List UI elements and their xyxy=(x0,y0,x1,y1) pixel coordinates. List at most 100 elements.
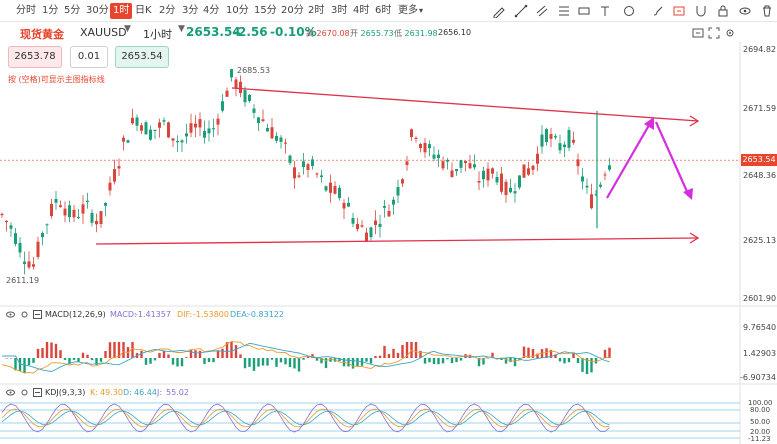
candle-body xyxy=(522,164,526,178)
forecast-arrowhead xyxy=(683,188,693,200)
timeframe-9[interactable]: 10分 xyxy=(226,5,249,16)
delete-icon[interactable] xyxy=(760,4,774,18)
candle-body xyxy=(545,129,548,142)
candle-body xyxy=(27,261,31,268)
pencil-icon[interactable] xyxy=(492,4,506,18)
shape-icon[interactable] xyxy=(622,4,636,18)
chevron-down-icon[interactable]: ▼ xyxy=(124,24,131,34)
candle-body xyxy=(437,154,440,159)
chevron-down-icon[interactable]: ▼ xyxy=(178,24,185,34)
candle-body xyxy=(329,182,332,193)
brush-icon[interactable] xyxy=(651,4,665,18)
d-label: D: xyxy=(123,388,132,397)
close-icon[interactable] xyxy=(33,388,42,397)
sell-price-box[interactable]: 2653.78 xyxy=(8,46,62,68)
buy-price-box[interactable]: 2653.54 xyxy=(115,46,169,68)
candle-body xyxy=(369,227,373,238)
candle-body xyxy=(162,120,166,122)
low-price: 低 2631.98 xyxy=(394,28,438,39)
candle-body xyxy=(495,177,499,183)
macd-label: MACD: xyxy=(110,310,137,319)
symbol-code[interactable]: XAUUSD xyxy=(80,26,127,39)
text-tool-icon[interactable] xyxy=(598,4,612,18)
macd-histogram-bar xyxy=(171,358,175,365)
fibonacci-icon[interactable] xyxy=(557,4,571,18)
dif-label: DIF: xyxy=(177,310,193,319)
timeframe-5[interactable]: 日K xyxy=(135,5,152,16)
candle-body xyxy=(473,164,476,168)
candle-body xyxy=(72,209,76,218)
low-value: 2631.98 xyxy=(404,29,438,38)
timeframe-3[interactable]: 30分 xyxy=(86,5,109,16)
settings-icon[interactable] xyxy=(20,310,29,319)
eye-icon[interactable] xyxy=(6,310,15,319)
magnet-icon[interactable] xyxy=(694,4,708,18)
candle-body xyxy=(77,217,80,219)
eye-icon[interactable] xyxy=(738,4,752,18)
candle-body xyxy=(288,155,292,163)
channel-icon[interactable] xyxy=(535,4,549,18)
macd-histogram-bar xyxy=(374,356,377,358)
macd-histogram-bar xyxy=(144,358,148,365)
timeframe-15[interactable]: 6时 xyxy=(375,5,392,16)
timeframe-0[interactable]: 分时 xyxy=(16,5,36,16)
k-value: 49.30 xyxy=(100,388,123,397)
candle-body xyxy=(5,220,8,223)
timeframe-4[interactable]: 1时 xyxy=(110,3,133,19)
timeframe-2[interactable]: 5分 xyxy=(64,5,81,16)
candle-body xyxy=(464,160,467,163)
macd-histogram-bar xyxy=(284,358,287,365)
macd-histogram-bar xyxy=(608,347,611,358)
macd-histogram-bar xyxy=(455,358,458,363)
measure-icon[interactable] xyxy=(577,4,591,18)
kdj-axis-label: 80.00 xyxy=(750,406,771,414)
candle-body xyxy=(297,175,301,177)
timeframe-10[interactable]: 15分 xyxy=(254,5,277,16)
candle-body xyxy=(149,129,152,140)
quantity-input[interactable]: 0.01 xyxy=(70,46,108,68)
timeframe-14[interactable]: 4时 xyxy=(353,5,370,16)
timeframe-1[interactable]: 1分 xyxy=(42,5,59,16)
macd-histogram-bar xyxy=(176,358,179,367)
candle-body xyxy=(392,199,395,205)
fullscreen-icon[interactable] xyxy=(708,27,720,39)
macd-histogram-bar xyxy=(261,358,265,366)
macd-histogram-bar xyxy=(270,358,274,360)
macd-histogram-bar xyxy=(324,358,328,369)
candle-body xyxy=(594,194,598,196)
collapse-icon[interactable] xyxy=(692,27,704,39)
timeframe-13[interactable]: 3时 xyxy=(331,5,348,16)
close-icon[interactable] xyxy=(33,310,42,319)
candle-body xyxy=(302,161,305,168)
settings-icon[interactable] xyxy=(20,388,29,397)
timeframe-8[interactable]: 4分 xyxy=(203,5,220,16)
macd-histogram-bar xyxy=(72,358,76,360)
timeframe-7[interactable]: 3分 xyxy=(182,5,199,16)
candle-body xyxy=(419,144,422,149)
price-axis-label: 2601.90 xyxy=(743,294,777,303)
period-selector[interactable]: 1小时 xyxy=(143,28,172,41)
settings-icon[interactable] xyxy=(724,27,736,39)
trendline-icon[interactable] xyxy=(514,4,528,18)
macd-histogram-bar xyxy=(342,358,346,367)
eraser-icon[interactable] xyxy=(672,4,686,18)
macd-histogram-bar xyxy=(198,350,202,358)
macd-histogram-bar xyxy=(419,350,422,358)
timeframe-6[interactable]: 2分 xyxy=(159,5,176,16)
macd-histogram-bar xyxy=(225,342,229,358)
candle-body xyxy=(324,186,328,191)
symbol-bar: 现货黄金 XAUUSD ▼ 1小时 ▼ 2653.54 -2.56 -0.10%… xyxy=(0,22,740,42)
candle-body xyxy=(279,137,283,142)
candle-body xyxy=(261,119,265,122)
timeframe-16[interactable]: 更多 xyxy=(396,3,425,19)
candle-body xyxy=(338,187,341,198)
macd-histogram-bar xyxy=(158,353,161,358)
symbol-name[interactable]: 现货黄金 xyxy=(20,28,64,41)
dea-value: -0.83122 xyxy=(248,310,284,319)
macd-histogram-bar xyxy=(527,347,530,358)
eye-icon[interactable] xyxy=(6,388,15,397)
timeframe-12[interactable]: 2时 xyxy=(308,5,325,16)
lock-icon[interactable] xyxy=(716,4,730,18)
timeframe-11[interactable]: 20分 xyxy=(281,5,304,16)
